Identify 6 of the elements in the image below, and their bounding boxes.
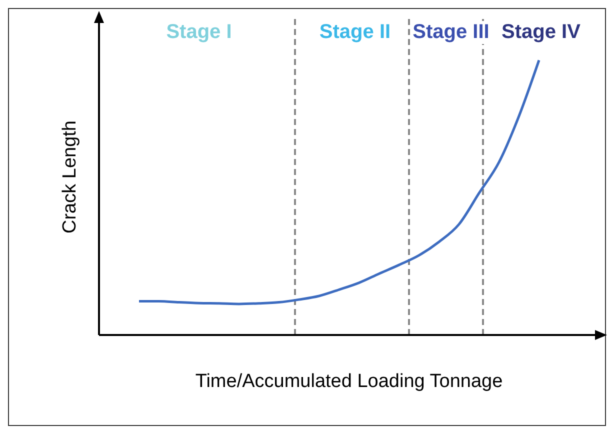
text: Stage III bbox=[412, 21, 490, 44]
text: Stage IV bbox=[502, 21, 580, 44]
x-axis-title: Time/Accumulated Loading Tonnage bbox=[195, 371, 503, 392]
y-axis-title: Crack Length bbox=[60, 120, 81, 234]
text: Stage I bbox=[166, 21, 232, 44]
text: Stage II bbox=[319, 21, 391, 44]
